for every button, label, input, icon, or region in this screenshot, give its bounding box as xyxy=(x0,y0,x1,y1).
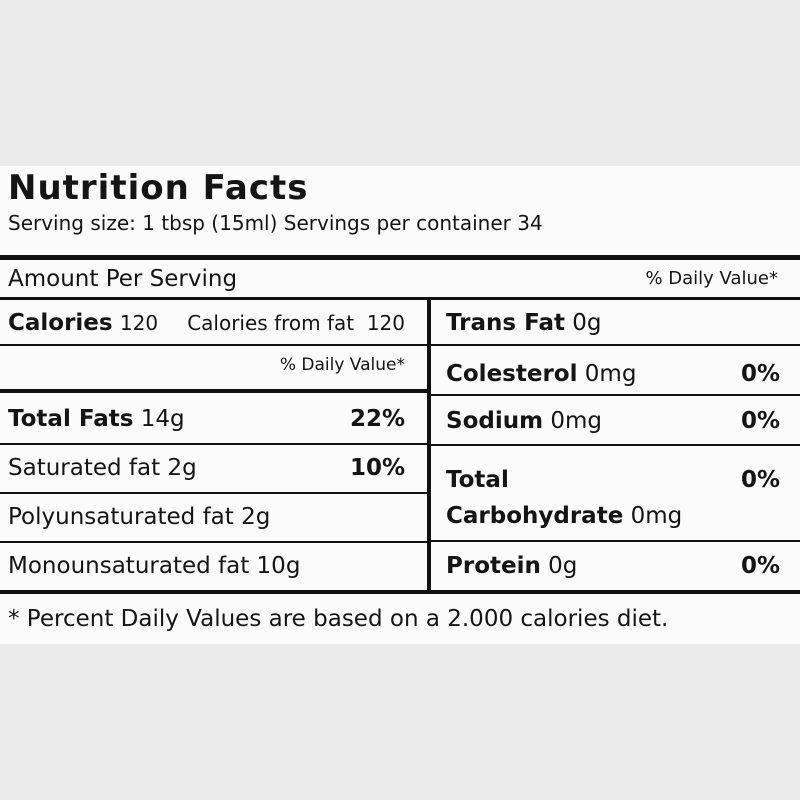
label: Monounsaturated fat xyxy=(8,553,250,579)
amount: 0g xyxy=(572,310,602,336)
rule xyxy=(431,444,800,446)
amount: 0g xyxy=(548,553,578,579)
title: Nutrition Facts xyxy=(8,168,309,208)
label: Trans Fat xyxy=(446,310,565,336)
amount: 120 xyxy=(119,311,159,335)
rule xyxy=(0,492,427,494)
amount: 0mg xyxy=(584,361,637,387)
percent: 0% xyxy=(740,361,780,387)
amount: 2g xyxy=(167,455,197,481)
amount: 10g xyxy=(256,553,301,579)
daily-value: % Daily Value* xyxy=(279,355,405,375)
serving: Serving size: 1 tbsp (15ml) Servings per… xyxy=(8,211,543,235)
rule xyxy=(431,344,800,346)
rule xyxy=(0,389,427,393)
rule xyxy=(0,344,427,346)
amount: 0mg xyxy=(550,408,603,434)
rule xyxy=(0,541,427,543)
percent: 10% xyxy=(349,455,405,481)
label: Polyunsaturated fat xyxy=(8,504,234,530)
daily-value-header: % Daily Value* xyxy=(645,268,778,289)
label: Sodium xyxy=(446,408,544,434)
label: Total Fats xyxy=(8,406,134,432)
amount-per-serving: Amount Per Serving xyxy=(8,266,238,292)
divider xyxy=(427,297,431,593)
rule xyxy=(431,394,800,396)
calories-from-fat: Calories from fat 120 xyxy=(187,311,405,335)
rule xyxy=(0,297,800,300)
label-panel xyxy=(0,166,800,644)
label: Saturated fat xyxy=(8,455,161,481)
rule xyxy=(0,590,800,594)
rule xyxy=(0,255,800,260)
amount: 14g xyxy=(140,406,185,432)
footnote: * Percent Daily Values are based on a 2.… xyxy=(8,606,669,632)
label: Calories xyxy=(8,310,113,336)
rule xyxy=(0,443,427,445)
percent: 22% xyxy=(349,406,405,432)
percent: 0% xyxy=(740,408,780,434)
percent: 0% xyxy=(740,467,780,493)
percent: 0% xyxy=(740,553,780,579)
label: Total Carbohydrate xyxy=(446,467,624,529)
label: Colesterol xyxy=(446,361,578,387)
calories-row: Calories 120 xyxy=(8,309,158,337)
rule xyxy=(431,540,800,542)
amount: 2g xyxy=(241,504,271,530)
label: Protein xyxy=(446,553,541,579)
amount: 0mg xyxy=(630,503,683,529)
